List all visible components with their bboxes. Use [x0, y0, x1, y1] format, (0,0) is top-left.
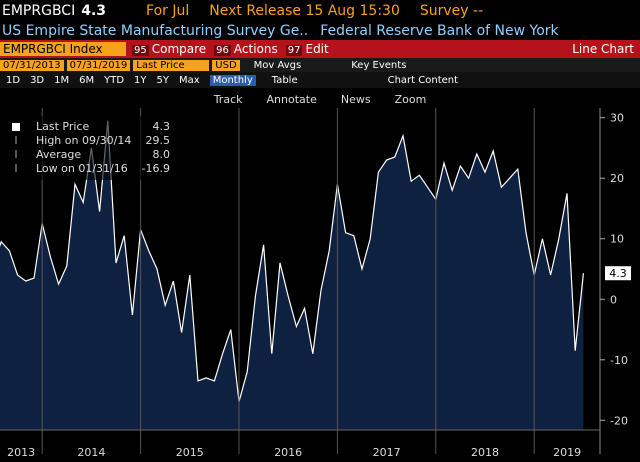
period: For Jul — [146, 2, 190, 19]
range-button[interactable]: 6M — [79, 74, 95, 86]
frequency[interactable]: Monthly — [209, 74, 256, 86]
x-tick-label: 2018 — [471, 446, 499, 459]
ranges: 1D 3D 1M 6M YTD 1Y 5Y Max — [6, 75, 210, 86]
currency[interactable]: USD — [212, 59, 240, 71]
x-tick-label: 2017 — [373, 446, 401, 459]
y-tick-label: 0 — [610, 293, 617, 306]
mov-avgs[interactable]: Mov Avgs — [253, 59, 302, 71]
description: US Empire State Manufacturing Survey Ge.… — [2, 22, 309, 39]
x-tick-label: 2019 — [553, 446, 581, 459]
button-label: Compare — [151, 42, 207, 56]
legend-label: Average — [36, 148, 81, 161]
button-label: Actions — [233, 42, 278, 56]
tool-button[interactable]: Track — [213, 92, 243, 106]
chart: 2013 2014 2015 2016 2017 2018 2019 30 20 10 0 -10 -2… — [0, 108, 631, 459]
start-date[interactable]: 07/31/2013 — [0, 59, 64, 71]
tool-button[interactable]: Annotate — [266, 92, 317, 106]
buttons: 95 Compare 96 Actions 97 Edit — [132, 42, 337, 56]
legend-value: -16.9 — [142, 162, 170, 175]
last-tag — [605, 266, 631, 281]
key-events[interactable]: Key Events — [351, 59, 407, 71]
range-bar: 1D 3D 1M 6M YTD 1Y 5Y Max Monthly Table Chart C… — [0, 72, 640, 88]
y-tick-label: -10 — [610, 354, 628, 367]
range-button[interactable]: 5Y — [156, 74, 170, 86]
x-tick-label: 2016 — [274, 446, 302, 459]
range-button[interactable]: 1M — [54, 74, 70, 86]
legend-box — [4, 116, 176, 180]
view[interactable]: Line Chart — [572, 42, 634, 56]
legend-swatch — [12, 123, 20, 131]
field[interactable]: Last Price — [133, 59, 210, 71]
header-bar: EMPRGBCI 4.3 For Jul Next Release 15 Aug… — [0, 0, 640, 21]
tools-bar: Track Annotate News Zoom — [0, 90, 640, 108]
button-key: 96 — [214, 45, 231, 56]
toolbar-button[interactable]: 95 Compare — [132, 42, 206, 56]
description-bar: US Empire State Manufacturing Survey Ge.… — [0, 21, 640, 40]
area — [0, 120, 584, 430]
button-key: 95 — [132, 45, 149, 56]
legend-value: 29.5 — [146, 134, 171, 147]
last-tag-label: 4.3 — [609, 267, 627, 280]
toolbar-button[interactable]: 96 Actions — [214, 42, 278, 56]
legend-label: Low on 01/31/16 — [36, 162, 128, 175]
range-button[interactable]: 3D — [30, 74, 45, 86]
button-key: 97 — [285, 45, 303, 56]
table[interactable]: Table — [271, 74, 298, 86]
survey: Survey -- — [419, 2, 484, 19]
chart-content[interactable]: Chart Content — [387, 74, 459, 86]
settings-bar: 07/31/2013 07/31/2019 Last Price USD Mov… — [0, 58, 640, 72]
x-tick-label: 2015 — [176, 446, 204, 459]
y-tick-label: 10 — [610, 233, 624, 246]
y-tick-label: 30 — [610, 112, 624, 125]
y-tick-label: 20 — [610, 172, 624, 185]
source: Federal Reserve Bank of New York — [320, 22, 559, 39]
legend-value: 8.0 — [153, 148, 171, 161]
tool-button[interactable]: News — [340, 92, 371, 106]
range-button[interactable]: 1D — [6, 74, 21, 86]
legend-label: High on 09/30/14 — [36, 134, 131, 147]
ticker: EMPRGBCI — [2, 2, 76, 19]
end-date[interactable]: 07/31/2019 — [66, 59, 131, 71]
security[interactable]: EMPRGBCI Index — [0, 42, 126, 56]
legend-label: Last Price — [36, 120, 89, 133]
range-button[interactable]: YTD — [104, 74, 125, 86]
tool-button[interactable]: Zoom — [394, 92, 427, 106]
x-tick-label: 2013 — [7, 446, 35, 459]
y-tick-label: -20 — [610, 414, 628, 427]
next-release: Next Release 15 Aug 15:30 — [209, 2, 400, 19]
toolbar: EMPRGBCI Index 95 Compare 96 Actions 97 Edit … — [0, 40, 640, 58]
toolbar-button[interactable]: 97 Edit — [285, 42, 329, 56]
last-value: 4.3 — [81, 2, 107, 19]
x-tick-label: 2014 — [77, 446, 105, 459]
legend-value: 4.3 — [153, 120, 171, 133]
range-button[interactable]: 1Y — [134, 74, 147, 86]
range-button[interactable]: Max — [179, 74, 200, 86]
button-label: Edit — [305, 42, 329, 56]
